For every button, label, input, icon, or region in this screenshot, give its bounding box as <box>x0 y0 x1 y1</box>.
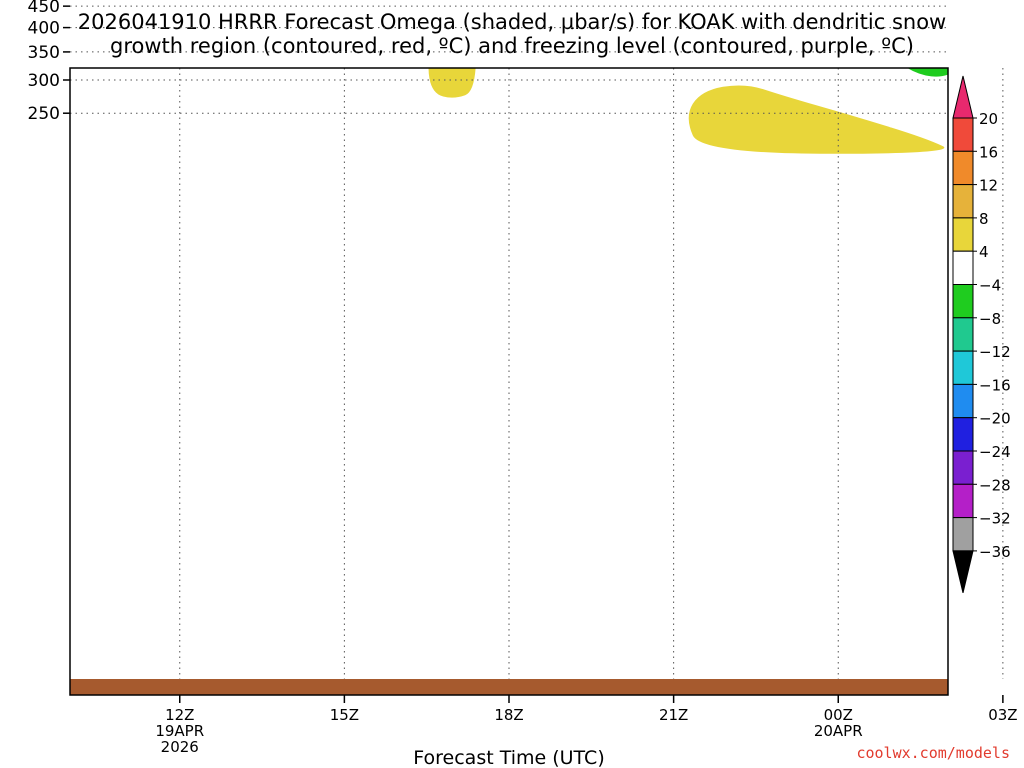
y-tick-label: 350 <box>28 43 60 63</box>
y-axis: 2503003504004505005506006507007508008509… <box>28 0 70 124</box>
gridlines <box>70 5 1004 679</box>
watermark: coolwx.com/models <box>856 744 1010 762</box>
colorbar-label: 20 <box>979 110 998 128</box>
y-tick-label: 250 <box>28 104 60 124</box>
colorbar-swatch <box>952 383 974 419</box>
colorbar-label: −16 <box>979 376 1011 394</box>
colorbar-label: −24 <box>979 443 1011 461</box>
chart-title-line-2: growth region (contoured, red, ºC) and f… <box>110 34 914 58</box>
omega-region <box>720 1 738 30</box>
colorbar-legend: 20 16 12 8 4 −4 −8 −12 −16 −20 −24 −28 −32 −36 <box>952 75 1011 594</box>
colorbar-max-arrow <box>952 75 974 119</box>
y-tick-label: 400 <box>28 19 60 39</box>
chart-title-line-1: 2026041910 HRRR Forecast Omega (shaded, … <box>77 10 947 34</box>
omega-region <box>907 68 948 77</box>
omega-region <box>1010 0 1024 134</box>
contour-label-bg <box>885 0 913 2</box>
omega-region <box>928 0 957 39</box>
x-tick-label: 21Z <box>659 706 688 724</box>
colorbar-label: −8 <box>979 310 1001 328</box>
colorbar-label: 4 <box>979 243 989 261</box>
colorbar-min-arrow <box>952 550 974 594</box>
omega-region <box>428 68 476 98</box>
y-tick-label: 300 <box>28 71 60 91</box>
x-tick-label: 12Z <box>165 706 194 724</box>
colorbar-label: −4 <box>979 277 1001 295</box>
ground-surface <box>70 679 948 695</box>
colorbar-swatch <box>952 317 974 352</box>
omega-region <box>901 0 965 54</box>
colorbar-swatch <box>952 417 974 452</box>
x-tick-label: 19APR <box>155 722 204 740</box>
colorbar-swatch <box>952 284 974 319</box>
x-tick-label: 20APR <box>814 722 863 740</box>
x-tick-label: 18Z <box>494 706 523 724</box>
colorbar-swatch <box>952 217 974 252</box>
colorbar-swatch <box>952 450 974 485</box>
x-tick-label: 15Z <box>330 706 359 724</box>
x-tick-label: 03Z <box>988 706 1017 724</box>
colorbar-label: −32 <box>979 510 1011 528</box>
colorbar-label: −36 <box>979 543 1011 561</box>
temperature-contours: -18-120-18-120 <box>70 0 1024 4</box>
colorbar-label: −12 <box>979 343 1011 361</box>
colorbar-label: −20 <box>979 410 1011 428</box>
colorbar-label: 12 <box>979 177 998 195</box>
colorbar-swatch <box>952 150 974 186</box>
colorbar-swatch <box>952 517 974 552</box>
omega-region <box>688 85 945 154</box>
colorbar-label: −28 <box>979 476 1011 494</box>
x-tick-label: 00Z <box>824 706 853 724</box>
omega-shaded-regions <box>428 0 1024 154</box>
colorbar-swatch <box>952 350 974 385</box>
colorbar-swatch <box>952 483 974 519</box>
colorbar-swatch <box>952 184 974 219</box>
colorbar-swatch <box>952 250 974 285</box>
colorbar-swatch <box>952 117 974 152</box>
x-axis-label: Forecast Time (UTC) <box>413 747 604 768</box>
x-tick-label: 2026 <box>161 738 199 756</box>
colorbar-label: 16 <box>979 143 998 161</box>
y-tick-label: 450 <box>28 0 60 17</box>
colorbar-label: 8 <box>979 210 989 228</box>
contour-label: -18 <box>887 0 911 4</box>
